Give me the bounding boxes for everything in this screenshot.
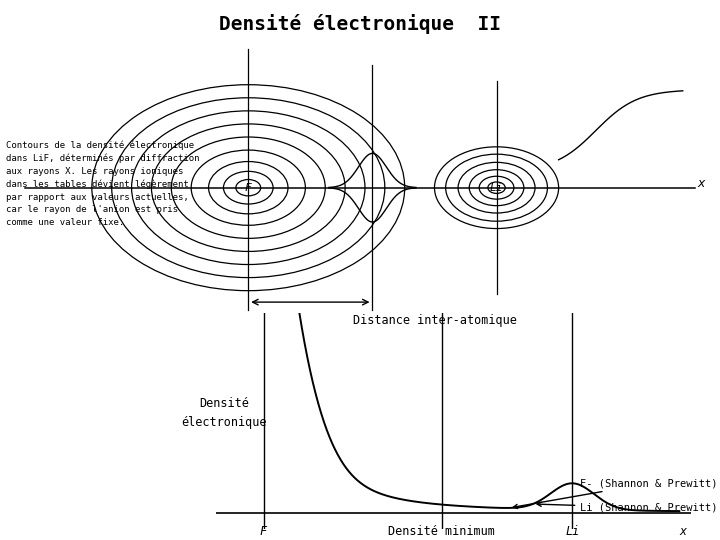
Text: Densité minimum: Densité minimum <box>388 525 495 538</box>
Text: Densité
électronique: Densité électronique <box>181 397 266 429</box>
Text: Li: Li <box>490 183 503 193</box>
Text: F: F <box>245 183 252 193</box>
Text: Densité électronique  II: Densité électronique II <box>219 14 501 33</box>
Text: Contours de la densité électronique
dans LiF, déterminés par diffraction
aux ray: Contours de la densité électronique dans… <box>6 140 199 227</box>
Text: x: x <box>680 525 687 538</box>
Text: Distance inter-atomique: Distance inter-atomique <box>353 314 516 327</box>
Text: F- (Shannon & Prewitt): F- (Shannon & Prewitt) <box>513 478 718 509</box>
Text: x: x <box>698 177 705 190</box>
Text: F: F <box>260 525 267 538</box>
Text: Li: Li <box>565 525 580 538</box>
Text: Li (Shannon & Prewitt): Li (Shannon & Prewitt) <box>537 502 718 512</box>
